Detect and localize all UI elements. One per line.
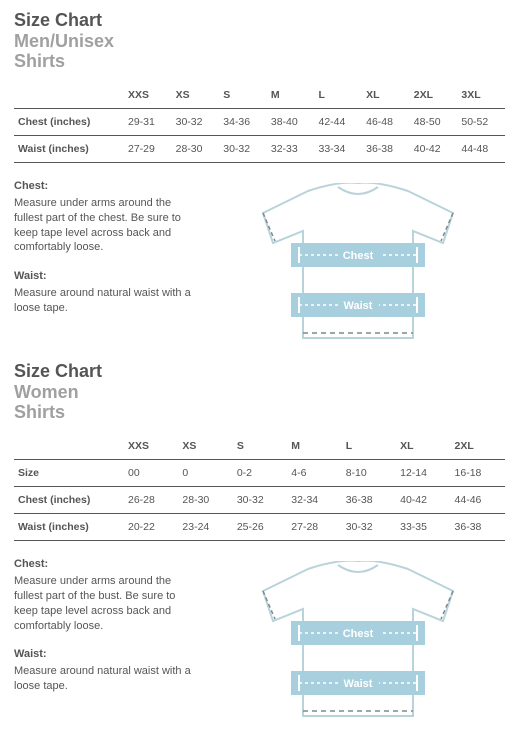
mens-row-label: Chest (inches) (14, 109, 124, 136)
table-row: Chest (inches)26-2828-3030-3232-3436-384… (14, 487, 505, 514)
mens-cell: 33-34 (315, 136, 363, 163)
womens-cell: 23-24 (178, 514, 232, 541)
womens-size-table: XXSXSSMLXL2XL Size0000-24-68-1012-1416-1… (14, 433, 505, 541)
mens-col-header: XS (172, 82, 220, 109)
mens-cell: 34-36 (219, 109, 267, 136)
mens-col-header: M (267, 82, 315, 109)
waist-instruction: Measure around natural waist with a loos… (14, 664, 194, 694)
mens-cell: 27-29 (124, 136, 172, 163)
womens-instructions-text: Chest: Measure under arms around the ful… (14, 557, 194, 721)
womens-cell: 30-32 (233, 487, 287, 514)
mens-cell: 30-32 (219, 136, 267, 163)
table-corner (14, 433, 124, 460)
waist-instruction: Measure around natural waist with a loos… (14, 286, 194, 316)
womens-col-header: S (233, 433, 287, 460)
mens-section: Size Chart Men/Unisex Shirts XXSXSSMLXL2… (14, 10, 505, 343)
chest-instruction: Measure under arms around the fullest pa… (14, 574, 194, 633)
mens-cell: 42-44 (315, 109, 363, 136)
shirt-icon: Chest Waist (243, 183, 473, 343)
mens-cell: 28-30 (172, 136, 220, 163)
womens-cell: 36-38 (342, 487, 396, 514)
womens-cell: 0 (178, 460, 232, 487)
womens-instructions-row: Chest: Measure under arms around the ful… (14, 557, 505, 721)
mens-cell: 30-32 (172, 109, 220, 136)
womens-cell: 33-35 (396, 514, 450, 541)
womens-cell: 0-2 (233, 460, 287, 487)
mens-instructions-text: Chest: Measure under arms around the ful… (14, 179, 194, 343)
table-corner (14, 82, 124, 109)
chest-label: Chest: (14, 179, 194, 194)
mens-cell: 36-38 (362, 136, 410, 163)
heading-line: Women (14, 382, 505, 403)
mens-instructions-row: Chest: Measure under arms around the ful… (14, 179, 505, 343)
womens-cell: 40-42 (396, 487, 450, 514)
mens-shirt-diagram: Chest Waist (210, 179, 505, 343)
mens-size-table: XXSXSSMLXL2XL3XL Chest (inches)29-3130-3… (14, 82, 505, 163)
womens-cell: 28-30 (178, 487, 232, 514)
womens-shirt-diagram: Chest Waist (210, 557, 505, 721)
womens-section: Size Chart Women Shirts XXSXSSMLXL2XL Si… (14, 361, 505, 721)
womens-cell: 8-10 (342, 460, 396, 487)
table-row: Chest (inches)29-3130-3234-3638-4042-444… (14, 109, 505, 136)
svg-text:Chest: Chest (342, 250, 373, 262)
mens-col-header: XXS (124, 82, 172, 109)
mens-cell: 48-50 (410, 109, 458, 136)
womens-row-label: Chest (inches) (14, 487, 124, 514)
heading-line: Shirts (14, 51, 505, 72)
waist-label: Waist: (14, 269, 194, 284)
womens-cell: 16-18 (451, 460, 505, 487)
womens-cell: 20-22 (124, 514, 178, 541)
mens-cell: 50-52 (457, 109, 505, 136)
womens-col-header: L (342, 433, 396, 460)
heading-line: Size Chart (14, 10, 505, 31)
womens-row-label: Size (14, 460, 124, 487)
table-row: Waist (inches)20-2223-2425-2627-2830-323… (14, 514, 505, 541)
womens-cell: 00 (124, 460, 178, 487)
mens-cell: 32-33 (267, 136, 315, 163)
shirt-icon: Chest Waist (243, 561, 473, 721)
womens-col-header: 2XL (451, 433, 505, 460)
womens-cell: 27-28 (287, 514, 341, 541)
womens-cell: 44-46 (451, 487, 505, 514)
womens-col-header: XXS (124, 433, 178, 460)
womens-col-header: XS (178, 433, 232, 460)
heading-line: Size Chart (14, 361, 505, 382)
mens-row-label: Waist (inches) (14, 136, 124, 163)
womens-col-header: XL (396, 433, 450, 460)
mens-col-header: 3XL (457, 82, 505, 109)
mens-cell: 29-31 (124, 109, 172, 136)
heading-line: Men/Unisex (14, 31, 505, 52)
chest-instruction: Measure under arms around the fullest pa… (14, 196, 194, 255)
mens-col-header: 2XL (410, 82, 458, 109)
svg-text:Waist: Waist (343, 300, 372, 312)
womens-cell: 4-6 (287, 460, 341, 487)
mens-col-header: L (315, 82, 363, 109)
mens-cell: 46-48 (362, 109, 410, 136)
womens-col-header: M (287, 433, 341, 460)
waist-label: Waist: (14, 647, 194, 662)
womens-cell: 26-28 (124, 487, 178, 514)
womens-cell: 12-14 (396, 460, 450, 487)
svg-text:Waist: Waist (343, 678, 372, 690)
womens-row-label: Waist (inches) (14, 514, 124, 541)
mens-cell: 40-42 (410, 136, 458, 163)
womens-cell: 36-38 (451, 514, 505, 541)
chest-label: Chest: (14, 557, 194, 572)
table-row: Size0000-24-68-1012-1416-18 (14, 460, 505, 487)
table-row: Waist (inches)27-2928-3030-3232-3333-343… (14, 136, 505, 163)
mens-cell: 38-40 (267, 109, 315, 136)
heading-line: Shirts (14, 402, 505, 423)
svg-text:Chest: Chest (342, 628, 373, 640)
mens-cell: 44-48 (457, 136, 505, 163)
mens-col-header: XL (362, 82, 410, 109)
womens-cell: 32-34 (287, 487, 341, 514)
mens-col-header: S (219, 82, 267, 109)
womens-cell: 30-32 (342, 514, 396, 541)
mens-heading: Size Chart Men/Unisex Shirts (14, 10, 505, 72)
womens-cell: 25-26 (233, 514, 287, 541)
womens-heading: Size Chart Women Shirts (14, 361, 505, 423)
